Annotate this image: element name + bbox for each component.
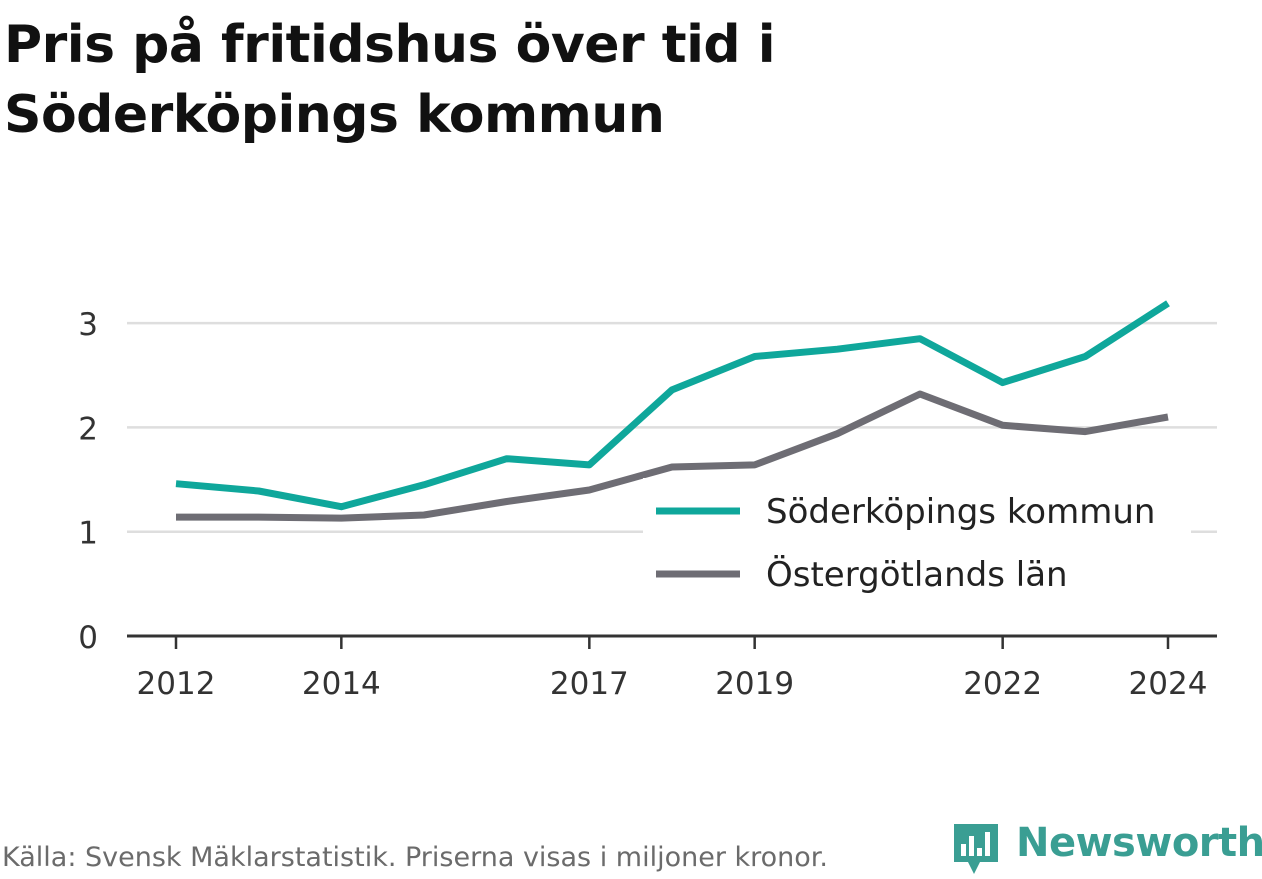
x-tick-label: 2024 (1129, 666, 1208, 702)
y-tick-label: 3 (78, 307, 98, 343)
legend: Söderköpings kommun Östergötlands län (643, 478, 1191, 608)
chart-title-line-1: Pris på fritidshus över tid i (4, 15, 776, 75)
x-tick-label: 2022 (963, 666, 1042, 702)
brand-name: Newsworthy (1016, 820, 1262, 866)
series-line (175, 300, 1170, 511)
series-lines (175, 300, 1170, 522)
y-tick-label: 2 (78, 411, 98, 447)
chart-title-line-2: Söderköpings kommun (4, 85, 665, 145)
y-tick-label: 0 (78, 620, 98, 656)
x-tick-label: 2017 (550, 666, 629, 702)
legend-label: Söderköpings kommun (766, 492, 1155, 532)
legend-label: Östergötlands län (766, 554, 1068, 595)
x-tick-label: 2012 (137, 666, 216, 702)
x-tick-label: 2019 (715, 666, 794, 702)
y-tick-label: 1 (78, 516, 98, 552)
x-tick-label: 2014 (302, 666, 381, 702)
series-line (176, 390, 1169, 522)
chart-title: Pris på fritidshus över tid i Söderköpin… (4, 10, 1204, 150)
newsworthy-logo-icon (954, 824, 998, 874)
newsworthy-logo[interactable]: Newsworthy (952, 820, 1262, 876)
y-axis-ticks: 0 1 2 3 (78, 307, 98, 656)
x-axis: 2012 2014 2017 2019 2022 2024 (127, 634, 1217, 702)
legend-background (643, 478, 1191, 608)
source-note: Källa: Svensk Mäklarstatistik. Priserna … (2, 842, 829, 873)
